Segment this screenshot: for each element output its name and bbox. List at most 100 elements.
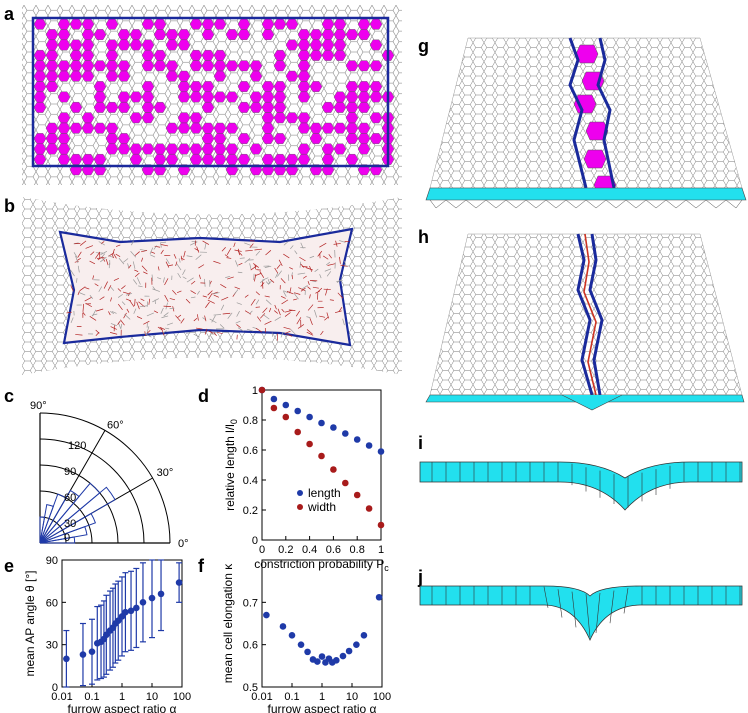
data-point-length — [330, 424, 337, 431]
panel-h-sheet — [425, 233, 745, 411]
legend-marker — [297, 504, 303, 510]
panel-a-furrow-boundary — [31, 16, 390, 168]
panel-g-sheet — [425, 37, 747, 209]
panel-label-b: b — [4, 196, 15, 216]
x-tick-label: 10 — [146, 691, 158, 703]
data-point-width — [306, 440, 313, 448]
x-tick-label: 0 — [259, 544, 265, 556]
polar-angle-label: 90° — [30, 400, 47, 412]
panel-g-furrow-left — [568, 37, 588, 189]
x-tick-label: 0.6 — [326, 544, 341, 556]
y-axis-label: relative length l/l0 — [223, 419, 239, 511]
data-point-width — [258, 386, 266, 394]
y-axis-label: mean AP angle θ [°] — [23, 571, 37, 677]
panel-f-chart: 0.01 0.1 1 10 100 0.5 0.6 0.7 furrow aspect rati… — [221, 559, 391, 713]
data-point — [79, 651, 87, 658]
data-point — [288, 632, 296, 639]
data-point — [318, 653, 326, 660]
x-tick-label: 0.1 — [84, 691, 99, 703]
panel-label-a: a — [4, 4, 15, 24]
x-tick-label: 0.01 — [251, 691, 272, 703]
data-point-length — [342, 430, 349, 437]
data-point — [375, 593, 383, 601]
panel-b-furrow-boundary — [58, 227, 354, 347]
legend-label: length — [308, 486, 341, 500]
panel-label-f: f — [198, 556, 205, 576]
panel-c-polar-histogram: 90° 60° 30° 0° 120 90 60 30 0 — [30, 400, 189, 550]
panel-i-cross-section — [419, 461, 743, 511]
panel-label-c: c — [4, 386, 14, 406]
data-point — [314, 658, 321, 665]
data-point — [133, 604, 140, 612]
x-axis-label: constriction probability Pc — [254, 557, 389, 573]
y-tick-label: 0.6 — [243, 640, 258, 652]
data-point — [88, 648, 96, 656]
polar-radial-label: 90 — [64, 466, 76, 478]
data-point-width — [353, 491, 361, 499]
x-axis-label: furrow aspect ratio α — [68, 702, 177, 713]
y-tick-label: 0.8 — [243, 415, 258, 427]
x-tick-label: 0.1 — [284, 691, 299, 703]
panel-label-d: d — [198, 386, 209, 406]
data-point-width — [294, 428, 302, 436]
x-tick-label: 0.8 — [350, 544, 365, 556]
data-point-length — [353, 436, 361, 443]
x-tick-label: 1 — [119, 691, 125, 703]
y-tick-label: 0 — [252, 535, 258, 547]
panel-label-j: j — [417, 567, 423, 587]
y-tick-label: 0.2 — [243, 505, 258, 517]
x-tick-label: 0.01 — [51, 691, 72, 703]
data-point — [114, 617, 122, 624]
y-tick-label: 0.4 — [243, 475, 258, 487]
data-point — [263, 611, 270, 619]
data-point-length — [282, 401, 290, 409]
polar-bar — [39, 489, 80, 544]
data-point-width — [365, 505, 373, 512]
data-point-width — [282, 413, 290, 421]
x-tick-label: 0.4 — [302, 544, 317, 556]
y-tick-label: 1 — [252, 385, 258, 397]
polar-bar — [39, 482, 101, 544]
panel-g-tissue-edge — [425, 187, 747, 201]
data-point — [139, 599, 147, 606]
data-point — [360, 632, 368, 639]
data-point — [157, 590, 165, 598]
data-point — [63, 655, 70, 663]
data-point-width — [330, 466, 337, 473]
polar-radial-label: 60 — [64, 492, 76, 504]
panel-label-i: i — [418, 433, 423, 453]
polar-bar — [39, 493, 67, 544]
polar-bar — [39, 516, 46, 544]
legend-marker — [297, 490, 303, 496]
data-point-length — [294, 407, 302, 415]
data-point — [297, 641, 305, 648]
panel-a-lattice — [22, 5, 402, 185]
panel-b-tissue — [22, 197, 402, 375]
polar-angle-label: 60° — [107, 419, 124, 431]
data-point — [148, 594, 156, 602]
x-axis-label: furrow aspect ratio α — [268, 702, 377, 713]
data-point — [339, 652, 347, 660]
y-tick-label: 0.6 — [243, 445, 258, 457]
data-point-width — [377, 521, 385, 529]
polar-angle-label: 30° — [157, 467, 174, 479]
panel-j-cross-section — [419, 585, 743, 641]
y-axis-label: mean cell elongation κ — [221, 563, 235, 683]
polar-radial-label: 0 — [64, 532, 70, 544]
data-point — [353, 641, 360, 648]
data-point — [304, 648, 311, 656]
panel-label-g: g — [418, 36, 429, 56]
polar-bar — [39, 486, 116, 544]
panel-g-furrow-right — [596, 37, 616, 189]
data-point-length — [365, 442, 373, 449]
y-tick-label: 0 — [52, 682, 58, 694]
x-tick-label: 1 — [378, 544, 384, 556]
data-point-width — [342, 479, 349, 487]
data-point-length — [270, 395, 278, 403]
y-tick-label: 0.5 — [243, 682, 258, 694]
data-point — [279, 623, 287, 630]
y-tick-label: 0.7 — [243, 597, 258, 609]
panel-label-e: e — [4, 556, 14, 576]
